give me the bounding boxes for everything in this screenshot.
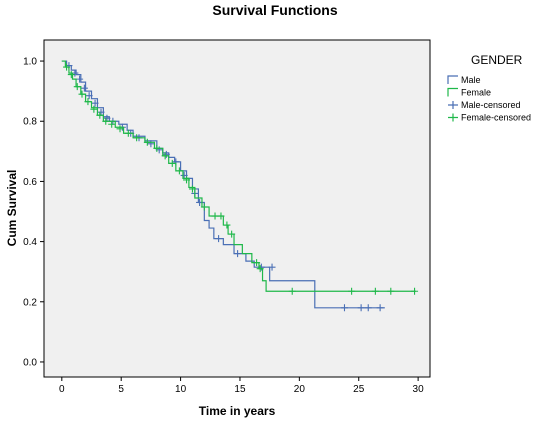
legend-label-female: Female <box>461 88 491 98</box>
female-censored-mark <box>175 167 183 175</box>
female-censored-mark <box>183 176 191 184</box>
plot-area <box>43 39 431 378</box>
chart-title: Survival Functions <box>212 2 337 18</box>
y-tick-label: 0.2 <box>23 297 37 308</box>
legend: GENDER Male Female Male-censored Female-cen… <box>447 53 531 123</box>
female-censored-mark <box>108 120 116 128</box>
y-tick-label: 0.6 <box>23 177 37 188</box>
male-censored-mark <box>364 304 372 312</box>
female-censored-mark <box>124 129 132 137</box>
female-censored-mark <box>387 287 395 295</box>
legend-label-female-censored: Female-censored <box>461 113 531 123</box>
female-censored-mark <box>256 265 264 273</box>
male-censored-mark <box>85 92 93 100</box>
male-censored-mark <box>357 304 365 312</box>
male-censored-mark <box>340 304 348 312</box>
legend-label-male-censored: Male-censored <box>461 100 521 110</box>
female-censored-mark <box>200 203 208 211</box>
female-censored-mark <box>116 125 124 133</box>
female-censored-mark <box>102 117 110 125</box>
x-axis-title: Time in years <box>199 404 276 418</box>
male-censored-mark <box>80 84 88 92</box>
male-censored-mark <box>234 250 242 258</box>
female-censored-mark <box>288 287 296 295</box>
female-censored-mark <box>143 138 151 146</box>
y-axis: 0.0 0.2 0.4 0.6 0.8 1.0 <box>23 57 44 368</box>
legend-swatch-male <box>447 75 458 84</box>
female-censored-mark <box>96 111 104 119</box>
y-tick-label: 0.4 <box>23 237 37 248</box>
female-censored-mark <box>90 105 98 113</box>
legend-label-male: Male <box>461 75 481 85</box>
female-censored-mark <box>223 221 231 229</box>
male-censored-mark <box>91 99 99 107</box>
female-censored-mark <box>153 144 161 152</box>
male-censored-mark <box>147 140 155 148</box>
female-censored-mark <box>253 259 261 267</box>
x-tick-label: 20 <box>294 384 306 395</box>
female-censored-mark <box>73 83 81 91</box>
male-censored-mark <box>215 235 223 243</box>
female-censored-mark <box>348 287 356 295</box>
y-tick-label: 1.0 <box>23 57 37 68</box>
series-layer <box>61 60 419 312</box>
female-censored-mark <box>168 159 176 167</box>
female-censored-mark <box>84 98 92 106</box>
female-censored-mark <box>411 287 419 295</box>
female-censored-mark <box>67 71 75 79</box>
female-censored-mark <box>63 63 71 71</box>
female-censored-mark <box>211 212 219 220</box>
y-tick-label: 0.0 <box>23 357 37 368</box>
x-tick-label: 25 <box>353 384 365 395</box>
y-tick-label: 0.8 <box>23 117 37 128</box>
female-censored-mark <box>371 287 379 295</box>
female-censored-mark <box>133 134 141 142</box>
male-censored-mark <box>180 171 188 179</box>
x-tick-label: 5 <box>118 384 124 395</box>
legend-swatch-female-censored <box>448 113 458 122</box>
female-censored-mark <box>228 230 236 238</box>
legend-title: GENDER <box>471 53 523 67</box>
x-tick-label: 0 <box>59 384 65 395</box>
male-censored-mark <box>376 304 384 312</box>
female-censored-mark <box>188 185 196 193</box>
male-censored-mark <box>97 108 105 116</box>
female-censored-mark <box>161 152 169 160</box>
male-censored-mark <box>268 263 276 271</box>
female-censored-mark <box>78 90 86 98</box>
x-tick-label: 30 <box>413 384 425 395</box>
x-tick-label: 15 <box>234 384 246 395</box>
female-censored-mark <box>217 212 225 220</box>
male-censored-mark <box>103 114 111 122</box>
male-survival-line <box>61 60 385 309</box>
male-censored-mark <box>76 75 84 83</box>
y-axis-title: Cum Survival <box>5 170 19 247</box>
legend-swatch-female <box>447 87 458 97</box>
legend-swatch-male-censored <box>448 101 458 109</box>
male-censored-mark <box>162 150 170 158</box>
x-tick-label: 10 <box>175 384 187 395</box>
x-axis: 0 5 10 15 20 25 30 <box>59 377 424 395</box>
